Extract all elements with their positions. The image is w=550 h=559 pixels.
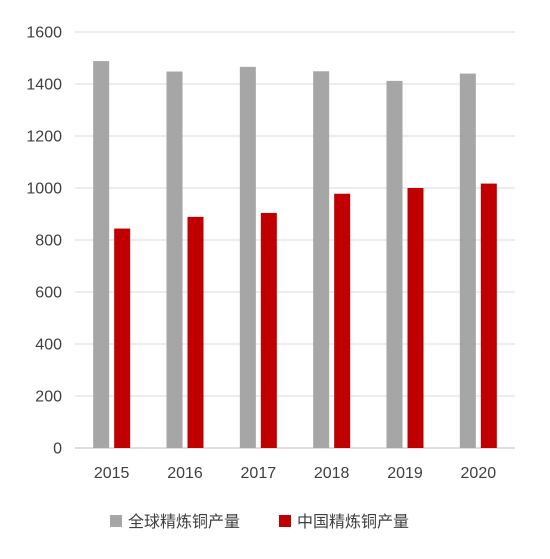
y-tick-label: 1400	[26, 77, 62, 94]
x-tick-label: 2017	[241, 465, 277, 482]
x-axis-tick-labels: 2015 2016 2017 2018 2019 2020	[94, 465, 496, 482]
bar-global-2020	[459, 73, 476, 448]
bar-china-2019	[407, 188, 424, 448]
gridlines	[75, 31, 515, 449]
bar-china-2017	[260, 212, 277, 448]
bar-china-2015	[114, 228, 131, 448]
legend: 全球精炼铜产量 中国精炼铜产量	[110, 512, 409, 531]
y-tick-label: 600	[35, 285, 62, 302]
legend-label: 中国精炼铜产量	[297, 512, 409, 531]
bar-china-2018	[334, 193, 351, 448]
x-tick-label: 2018	[314, 465, 350, 482]
y-tick-label: 1600	[26, 25, 62, 42]
bar-global-2017	[239, 66, 256, 448]
x-tick-label: 2020	[461, 465, 497, 482]
bar-china-2020	[480, 183, 497, 448]
bar-global-2016	[166, 71, 183, 449]
y-axis-tick-labels: 0 200 400 600 800 1000 1200 1400 1600	[26, 25, 62, 458]
bar-global-2019	[386, 80, 403, 448]
x-tick-label: 2015	[94, 465, 130, 482]
y-tick-label: 0	[53, 441, 62, 458]
y-tick-label: 1000	[26, 181, 62, 198]
x-tick-label: 2019	[387, 465, 423, 482]
y-tick-label: 800	[35, 233, 62, 250]
bar-global-2015	[93, 61, 110, 449]
bars	[93, 61, 497, 449]
legend-swatch	[279, 515, 291, 527]
legend-swatch	[110, 515, 122, 527]
y-tick-label: 400	[35, 337, 62, 354]
x-tick-label: 2016	[167, 465, 203, 482]
bar-china-2016	[187, 216, 204, 448]
bar-global-2018	[313, 71, 330, 448]
y-tick-label: 1200	[26, 129, 62, 146]
y-tick-label: 200	[35, 389, 62, 406]
legend-label: 全球精炼铜产量	[128, 512, 240, 531]
